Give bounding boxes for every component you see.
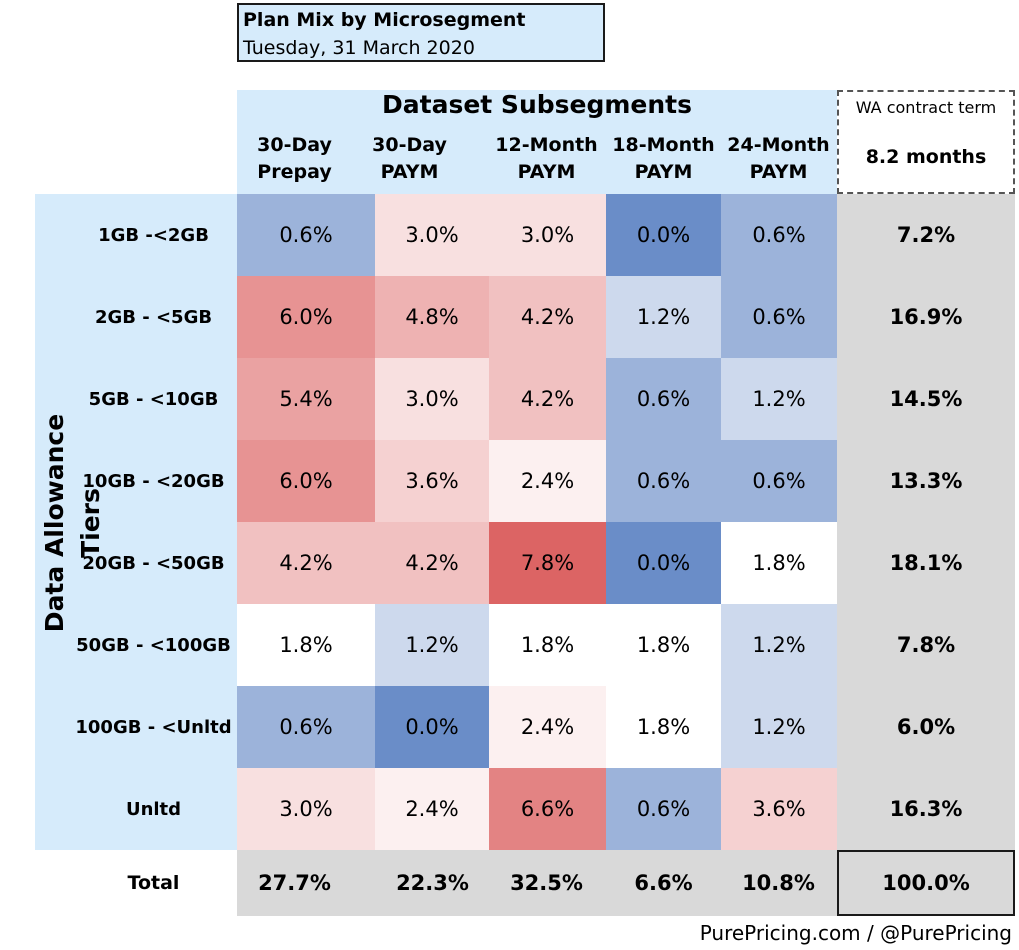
heatmap-cell: 3.6% xyxy=(375,440,489,522)
row-total: 7.8% xyxy=(896,633,956,657)
heatmap-cell: 1.2% xyxy=(721,686,837,768)
chart-title: Plan Mix by Microsegment xyxy=(243,9,526,31)
heatmap-cell: 0.6% xyxy=(721,440,837,522)
heatmap-cell: 3.0% xyxy=(237,768,375,850)
heatmap-cell: 6.6% xyxy=(489,768,606,850)
column-group-title: Dataset Subsegments xyxy=(382,90,692,119)
wa-contract-value: 8.2 months xyxy=(865,146,987,168)
heatmap-cell: 1.2% xyxy=(606,276,721,358)
row-label: Unltd xyxy=(125,798,182,820)
row-total: 7.2% xyxy=(896,223,956,247)
column-total-background xyxy=(237,850,837,916)
heatmap-cell: 6.0% xyxy=(237,440,375,522)
column-header: 12-Month PAYM xyxy=(495,134,598,183)
row-label: 2GB - <5GB xyxy=(94,306,213,328)
row-total-column xyxy=(837,194,1015,850)
heatmap-cell: 0.6% xyxy=(237,194,375,276)
heatmap-cell: 0.0% xyxy=(606,522,721,604)
heatmap-cell: 0.6% xyxy=(606,358,721,440)
column-total: 22.3% xyxy=(396,871,469,895)
heatmap-cell: 3.0% xyxy=(489,194,606,276)
heatmap-cell: 2.4% xyxy=(489,686,606,768)
heatmap-cell: 4.8% xyxy=(375,276,489,358)
heatmap-cell: 1.2% xyxy=(721,604,837,686)
row-total: 16.3% xyxy=(889,797,963,821)
column-header: 24-Month PAYM xyxy=(727,134,830,183)
column-header: 18-Month PAYM xyxy=(612,134,715,183)
grand-total: 100.0% xyxy=(837,850,1015,916)
heatmap-cell: 1.8% xyxy=(237,604,375,686)
column-total: 27.7% xyxy=(258,871,331,895)
heatmap-cell: 1.8% xyxy=(606,604,721,686)
heatmap-cell: 7.8% xyxy=(489,522,606,604)
heatmap-cell: 4.2% xyxy=(237,522,375,604)
heatmap-cell: 6.0% xyxy=(237,276,375,358)
heatmap-cell: 3.0% xyxy=(375,358,489,440)
heatmap-cell: 1.8% xyxy=(606,686,721,768)
heatmap-cell: 0.6% xyxy=(721,276,837,358)
row-label: 10GB - <20GB xyxy=(82,470,225,492)
row-label: 20GB - <50GB xyxy=(82,552,225,574)
heatmap-cell: 1.8% xyxy=(489,604,606,686)
heatmap-cell: 1.8% xyxy=(721,522,837,604)
row-total: 18.1% xyxy=(889,551,963,575)
wa-contract-box: WA contract term 8.2 months xyxy=(837,90,1015,194)
column-total: 32.5% xyxy=(510,871,583,895)
column-header: 30-Day PAYM xyxy=(372,134,447,183)
row-label: 50GB - <100GB xyxy=(76,634,231,656)
heatmap-cell: 3.6% xyxy=(721,768,837,850)
row-total: 6.0% xyxy=(896,715,956,739)
wa-contract-label: WA contract term xyxy=(855,98,997,117)
heatmap-cell: 5.4% xyxy=(237,358,375,440)
row-total: 13.3% xyxy=(889,469,963,493)
row-total: 14.5% xyxy=(889,387,963,411)
heatmap-cell: 0.6% xyxy=(606,440,721,522)
row-total: 16.9% xyxy=(889,305,963,329)
heatmap-cell: 0.0% xyxy=(606,194,721,276)
heatmap-cell: 0.6% xyxy=(721,194,837,276)
row-header-background xyxy=(35,194,237,850)
heatmap-cell: 4.2% xyxy=(375,522,489,604)
heatmap-cell: 2.4% xyxy=(489,440,606,522)
column-header-background xyxy=(237,90,837,194)
row-group-title: Data Allowance Tiers xyxy=(40,413,105,633)
total-row-label: Total xyxy=(127,872,180,894)
column-total: 6.6% xyxy=(634,871,693,895)
heatmap-cell: 0.0% xyxy=(375,686,489,768)
chart-date: Tuesday, 31 March 2020 xyxy=(243,37,475,59)
heatmap-cell: 0.6% xyxy=(237,686,375,768)
heatmap-cell: 0.6% xyxy=(606,768,721,850)
column-total: 10.8% xyxy=(742,871,815,895)
column-header: 30-Day Prepay xyxy=(257,134,332,183)
heatmap-cell: 2.4% xyxy=(375,768,489,850)
heatmap-cell: 1.2% xyxy=(721,358,837,440)
row-label: 1GB -<2GB xyxy=(98,224,209,246)
title-box: Plan Mix by Microsegment Tuesday, 31 Mar… xyxy=(237,3,605,62)
footer-credit: PurePricing.com / @PurePricing xyxy=(699,921,1012,945)
heatmap-cell: 4.2% xyxy=(489,358,606,440)
heatmap-cell: 1.2% xyxy=(375,604,489,686)
row-label: 5GB - <10GB xyxy=(88,388,219,410)
row-label: 100GB - <Unltd xyxy=(75,716,232,738)
heatmap-cell: 3.0% xyxy=(375,194,489,276)
heatmap-cell: 4.2% xyxy=(489,276,606,358)
